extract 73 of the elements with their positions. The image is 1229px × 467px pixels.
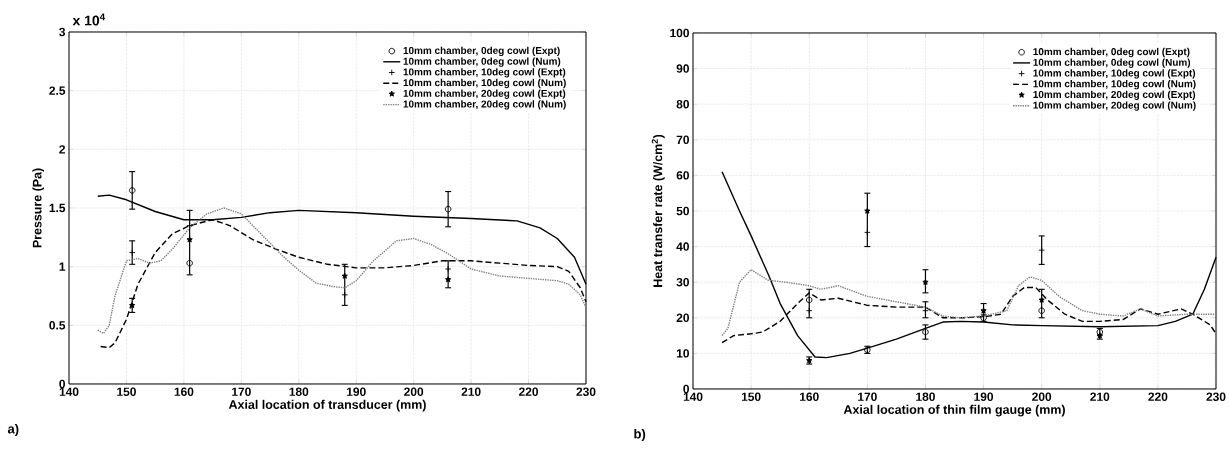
y-tick-label: 2.5 <box>49 86 66 95</box>
y-tick-label: 1.5 <box>49 203 66 213</box>
y-tick-label: 0.5 <box>49 321 66 330</box>
x-tick-label: 210 <box>1090 392 1110 401</box>
point <box>129 302 136 309</box>
x-tick-label: 200 <box>404 387 424 396</box>
point <box>980 307 987 314</box>
x-tick-label: 180 <box>289 387 309 396</box>
legend-label: 10mm chamber, 10deg cowl (Expt) <box>1033 69 1196 79</box>
x-tick-label: 190 <box>347 387 366 396</box>
point <box>980 314 987 322</box>
legend-label: 10mm chamber, 20deg cowl (Num) <box>403 100 566 110</box>
y-axis-title: Pressure (Pa) <box>32 168 45 248</box>
x-tick-label: 170 <box>232 387 251 396</box>
point <box>1038 296 1045 303</box>
y-tick-label: 50 <box>676 206 689 216</box>
x-tick-label: 230 <box>576 387 596 396</box>
point <box>864 207 871 214</box>
point <box>922 278 929 285</box>
x-tick-label: 140 <box>683 392 703 401</box>
x-tick-label: 200 <box>1032 392 1052 401</box>
point <box>922 328 929 336</box>
legend-label: 10mm chamber, 0deg cowl (Expt) <box>1033 47 1190 58</box>
x-tick-label: 170 <box>858 392 877 401</box>
text: b) <box>634 428 646 442</box>
x-axis-title: Axial location of thin film gauge (mm) <box>843 404 1065 417</box>
legend-label: 10mm chamber, 10deg cowl (Expt) <box>403 68 566 78</box>
x-tick-label: 230 <box>1206 392 1226 401</box>
text: x 10$^{4}$ <box>72 13 106 26</box>
y-tick-label: 70 <box>676 135 689 145</box>
x-tick-label: 190 <box>974 392 994 401</box>
y-tick-label: 80 <box>676 99 689 109</box>
x-tick-label: 210 <box>461 387 481 396</box>
y-tick-label: 2 <box>59 145 66 154</box>
text: a) <box>7 423 19 437</box>
y-tick-label: 10 <box>676 349 689 358</box>
x-tick-label: 150 <box>741 392 761 401</box>
line-series <box>721 269 1217 337</box>
y-tick-label: 40 <box>676 242 689 251</box>
x-tick-label: 140 <box>59 387 79 396</box>
legend-label: 10mm chamber, 20deg cowl (Num) <box>1033 101 1196 111</box>
legend-label: 10mm chamber, 10deg cowl (Num) <box>403 78 566 89</box>
y-tick-label: 100 <box>670 28 689 38</box>
y-tick-label: 3 <box>59 27 66 37</box>
legend-label: 10mm chamber, 10deg cowl (Num) <box>1033 79 1196 90</box>
point <box>445 276 452 283</box>
y-axis-title: Heat transfer rate (W/cm$^{2}$) <box>651 134 665 287</box>
x-tick-label: 160 <box>174 387 194 396</box>
point <box>805 307 813 314</box>
x-tick-label: 220 <box>1148 392 1168 401</box>
point <box>186 259 193 267</box>
legend-label: 10mm chamber, 0deg cowl (Num) <box>1033 58 1191 68</box>
point <box>1038 307 1045 314</box>
x-tick-label: 220 <box>519 387 539 396</box>
x-tick-label: 180 <box>916 392 935 401</box>
legend-label: 10mm chamber, 0deg cowl (Expt) <box>403 46 560 57</box>
y-tick-label: 60 <box>676 171 689 180</box>
legend-label: 10mm chamber, 20deg cowl (Expt) <box>1033 90 1196 100</box>
y-tick-label: 30 <box>676 277 689 287</box>
y-tick-label: 1 <box>59 262 66 271</box>
point <box>864 229 871 236</box>
x-tick-label: 150 <box>117 387 136 396</box>
y-tick-label: 20 <box>676 313 689 323</box>
line-series <box>97 207 587 335</box>
y-tick-label: 0 <box>683 384 689 394</box>
point <box>341 272 348 279</box>
legend-label: 10mm chamber, 0deg cowl (Num) <box>403 57 561 67</box>
x-tick-label: 160 <box>800 392 819 401</box>
point <box>186 236 193 243</box>
y-tick-label: 90 <box>676 64 689 73</box>
x-axis-title: Axial location of transducer (mm) <box>228 399 426 412</box>
legend-label: 10mm chamber, 20deg cowl (Expt) <box>403 89 566 99</box>
y-tick-label: 0 <box>59 379 65 389</box>
